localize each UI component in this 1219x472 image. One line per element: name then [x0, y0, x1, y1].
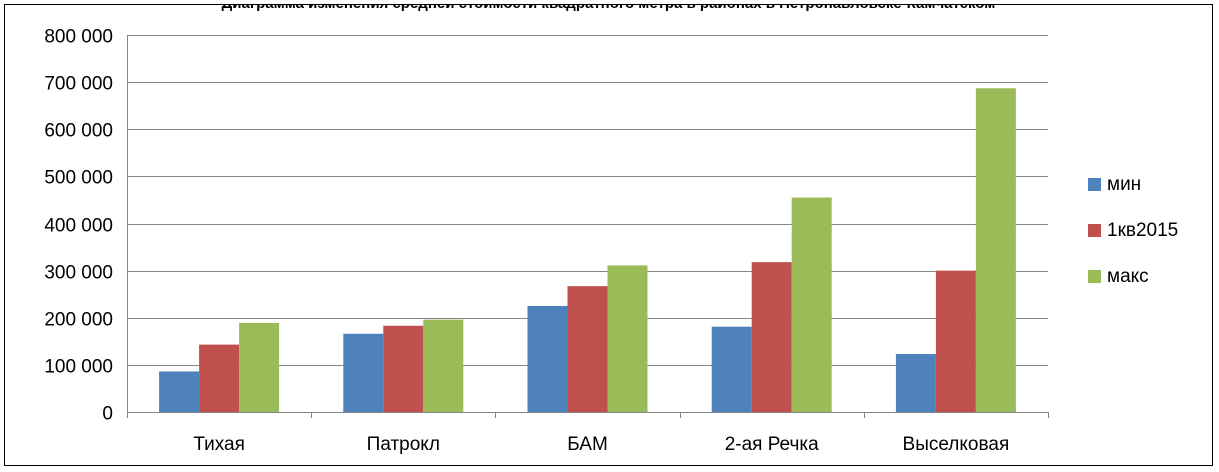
y-tick-label: 0 [102, 404, 113, 425]
y-tick-label: 100 000 [44, 357, 113, 378]
y-tick-label: 200 000 [44, 310, 113, 331]
bar [159, 371, 200, 412]
legend-label: макс [1107, 266, 1149, 287]
legend-swatch [1088, 224, 1101, 237]
y-tick-label: 400 000 [44, 216, 113, 237]
bar [567, 286, 608, 412]
bar [383, 325, 424, 412]
bar [423, 319, 464, 412]
y-tick-label: 600 000 [44, 121, 113, 142]
bar [239, 322, 280, 412]
y-tick-label: 700 000 [44, 74, 113, 95]
y-tick-label: 300 000 [44, 263, 113, 284]
legend-label: 1кв2015 [1107, 220, 1178, 241]
bar [343, 333, 384, 412]
x-tick-label: Выселковая [903, 434, 1010, 455]
legend-label: мин [1107, 174, 1141, 195]
chart-title: Диаграмма изменения средней стоимости кв… [5, 5, 1212, 13]
bar [199, 344, 240, 412]
bar [935, 270, 976, 412]
bar [751, 262, 792, 412]
bar [711, 326, 752, 412]
bar [975, 88, 1016, 412]
chart-frame: Диаграмма изменения средней стоимости кв… [4, 4, 1213, 466]
x-tick-label: Патрокл [367, 434, 440, 455]
x-tick-label: 2-ая Речка [725, 434, 819, 455]
bar [895, 354, 936, 412]
bar-chart: 0 100 000 200 000 300 000 400 000 500 000 600 … [44, 27, 1178, 456]
x-tick-label: Тихая [193, 434, 245, 455]
y-tick-label: 800 000 [44, 27, 113, 48]
x-tick-label: БАМ [567, 434, 608, 455]
legend-swatch [1088, 270, 1101, 283]
bar [791, 197, 832, 412]
bar [607, 265, 648, 412]
legend-swatch [1088, 178, 1101, 191]
y-tick-label: 500 000 [44, 168, 113, 189]
bar [527, 305, 568, 412]
